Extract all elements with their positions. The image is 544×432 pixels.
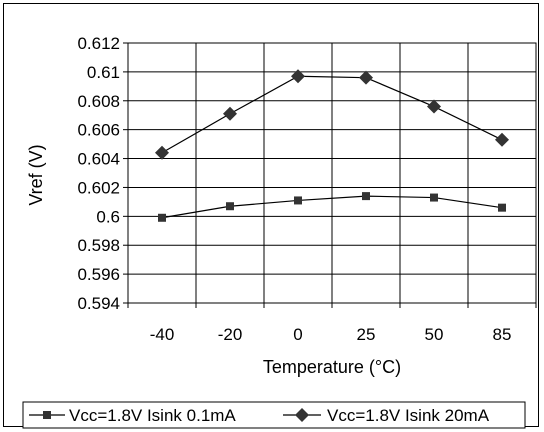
- legend-item-series-1: Vcc=1.8V Isink 0.1mA: [29, 406, 236, 425]
- x-tick-label: 25: [357, 325, 376, 344]
- data-point: [294, 196, 302, 205]
- square-marker-icon: [43, 411, 51, 419]
- legend-box: [22, 401, 526, 429]
- x-tick-label: -20: [218, 325, 243, 344]
- x-axis-label: Temperature (°C): [263, 357, 401, 377]
- legend-label-series-1: Vcc=1.8V Isink 0.1mA: [69, 406, 236, 425]
- x-tick-label: 50: [425, 325, 444, 344]
- y-tick-label: 0.596: [77, 265, 120, 284]
- series-line: [161, 75, 503, 154]
- x-tick-label: 0: [293, 325, 302, 344]
- data-point: [359, 70, 373, 85]
- y-tick-labels: 0.612 0.61 0.608 0.606 0.604 0.602 0.6 0.598 0.5…: [77, 34, 120, 313]
- data-point: [495, 132, 509, 147]
- data-point: [427, 99, 441, 114]
- y-tick-label: 0.598: [77, 236, 120, 255]
- data-point: [430, 193, 438, 202]
- y-tick-label: 0.6: [96, 207, 120, 226]
- series-line: [161, 195, 503, 219]
- data-point: [226, 202, 234, 211]
- x-tick-labels: -40 -20 0 25 50 85: [150, 325, 512, 344]
- data-point: [155, 145, 169, 160]
- data-point: [362, 192, 370, 201]
- legend-item-series-2: Vcc=1.8V Isink 20mA: [283, 406, 490, 425]
- legend-label-series-2: Vcc=1.8V Isink 20mA: [327, 406, 490, 425]
- y-tick-label: 0.594: [77, 294, 120, 313]
- x-tick-label: -40: [150, 325, 175, 344]
- series: [155, 69, 509, 222]
- y-axis-label: Vref (V): [26, 144, 46, 205]
- x-tick-label: 85: [493, 325, 512, 344]
- data-point: [223, 106, 237, 121]
- series-2: [155, 69, 509, 160]
- y-tick-label: 0.61: [87, 63, 120, 82]
- y-tick-label: 0.606: [77, 121, 120, 140]
- data-point: [498, 203, 506, 212]
- data-point: [291, 69, 305, 84]
- grid: [123, 42, 537, 308]
- chart-frame: [3, 3, 539, 427]
- y-tick-label: 0.604: [77, 150, 120, 169]
- series-1: [158, 192, 506, 222]
- diamond-marker-icon: [295, 408, 309, 422]
- legend: Vcc=1.8V Isink 0.1mA Vcc=1.8V Isink 20mA: [22, 401, 526, 429]
- y-tick-label: 0.602: [77, 178, 120, 197]
- y-tick-label: 0.612: [77, 34, 120, 53]
- y-tick-label: 0.608: [77, 92, 120, 111]
- data-point: [158, 213, 166, 222]
